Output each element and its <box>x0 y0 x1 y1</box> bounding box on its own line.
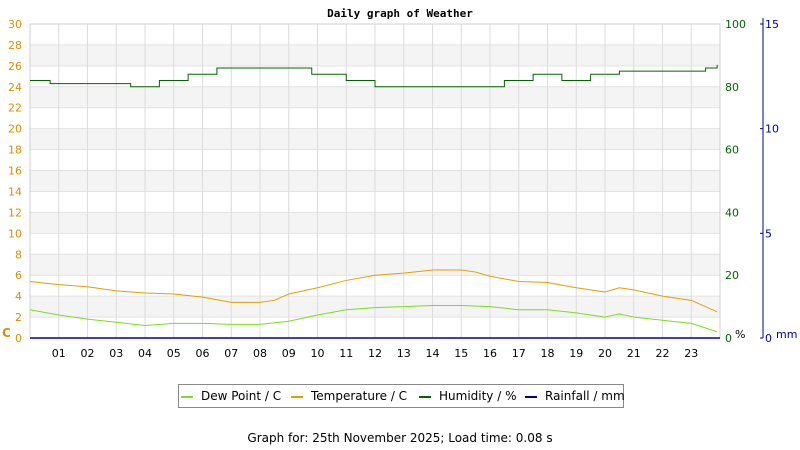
x-tick-label: 14 <box>426 347 440 360</box>
x-tick-label: 17 <box>512 347 526 360</box>
humidity-axis-tick-label: 100 <box>725 18 746 31</box>
x-tick-label: 19 <box>569 347 583 360</box>
series-line-temperature <box>29 269 718 313</box>
left-axis-tick-label: 22 <box>8 102 22 115</box>
legend-label: Rainfall / mm <box>545 389 625 403</box>
left-axis-unit: C <box>2 326 11 340</box>
x-tick-label: 15 <box>454 347 468 360</box>
rain-axis-tick-label: 15 <box>765 18 779 31</box>
x-tick-label: 16 <box>483 347 497 360</box>
left-axis-tick-label: 20 <box>8 123 22 136</box>
humidity-axis-tick-label: 20 <box>725 269 739 282</box>
x-tick-label: 04 <box>138 347 152 360</box>
x-tick-label: 12 <box>368 347 382 360</box>
legend-label: Temperature / C <box>311 389 408 403</box>
left-axis-tick-label: 6 <box>15 269 22 282</box>
left-axis-tick-label: 8 <box>15 248 22 261</box>
x-tick-label: 01 <box>52 347 66 360</box>
x-tick-label: 11 <box>339 347 353 360</box>
x-tick-label: 07 <box>224 347 238 360</box>
x-tick-label: 05 <box>167 347 181 360</box>
rain-axis-unit: mm <box>776 328 797 341</box>
left-axis-tick-label: 24 <box>8 81 22 94</box>
humidity-axis-unit: % <box>735 328 745 341</box>
rain-axis-tick-label: 0 <box>765 332 772 345</box>
x-tick-label: 23 <box>684 347 698 360</box>
legend-swatch <box>525 395 537 398</box>
legend-item-humidity: Humidity / % <box>419 389 516 403</box>
left-axis-tick-label: 28 <box>8 39 22 52</box>
legend: Dew Point / C Temperature / C Humidity /… <box>178 384 625 408</box>
x-tick-label: 09 <box>282 347 296 360</box>
humidity-axis-tick-label: 0 <box>725 332 732 345</box>
rain-axis-tick-label: 10 <box>765 123 779 136</box>
legend-swatch <box>181 395 193 398</box>
series-line-dew-point <box>29 305 718 333</box>
x-tick-label: 20 <box>598 347 612 360</box>
left-axis-tick-label: 10 <box>8 227 22 240</box>
left-axis-tick-label: 12 <box>8 206 22 219</box>
x-tick-label: 18 <box>541 347 555 360</box>
x-tick-label: 02 <box>81 347 95 360</box>
legend-label: Humidity / % <box>439 389 517 403</box>
footer-text: Graph for: 25th November 2025; Load time… <box>247 431 553 445</box>
left-axis-tick-label: 16 <box>8 165 22 178</box>
left-axis-tick-label: 14 <box>8 185 22 198</box>
left-axis-tick-label: 2 <box>15 311 22 324</box>
x-tick-label: 21 <box>627 347 641 360</box>
left-axis-tick-label: 4 <box>15 290 22 303</box>
x-tick-label: 06 <box>196 347 210 360</box>
legend-item-dew-point: Dew Point / C <box>181 389 281 403</box>
legend-item-rainfall: Rainfall / mm <box>525 389 625 403</box>
x-tick-label: 08 <box>253 347 267 360</box>
legend-swatch <box>419 395 431 398</box>
rain-axis-tick-label: 5 <box>765 227 772 240</box>
legend-item-temperature: Temperature / C <box>291 389 407 403</box>
humidity-axis-tick-label: 60 <box>725 144 739 157</box>
x-tick-label: 22 <box>656 347 670 360</box>
x-tick-label: 03 <box>109 347 123 360</box>
left-axis-tick-label: 0 <box>15 332 22 345</box>
series-line-humidity <box>30 64 718 88</box>
x-tick-label: 10 <box>311 347 325 360</box>
chart-title: Daily graph of Weather <box>327 7 473 20</box>
left-axis-tick-label: 30 <box>8 18 22 31</box>
humidity-axis-tick-label: 80 <box>725 81 739 94</box>
humidity-axis-tick-label: 40 <box>725 206 739 219</box>
legend-label: Dew Point / C <box>201 389 282 403</box>
left-axis-tick-label: 18 <box>8 144 22 157</box>
x-tick-label: 13 <box>397 347 411 360</box>
legend-swatch <box>291 395 303 398</box>
left-axis-tick-label: 26 <box>8 60 22 73</box>
